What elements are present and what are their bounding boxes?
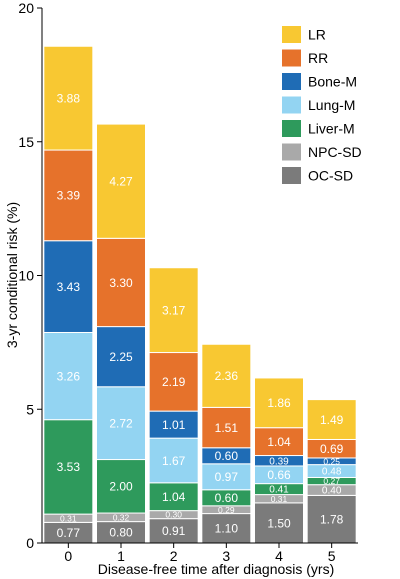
data-label-oc-sd-5: 1.78: [320, 513, 344, 527]
bar-segment-lung-m-1: [96, 386, 146, 461]
data-label-liver-m-5: 0.27: [323, 476, 340, 486]
data-label-oc-sd-1: 0.80: [109, 526, 133, 540]
legend-label-lr: LR: [308, 27, 326, 43]
data-label-oc-sd-4: 1.50: [267, 516, 291, 530]
axes-layer: 0 5 10 15 20 0 1 2 3 4 5: [18, 0, 358, 564]
bar-segment-lr-4: [254, 377, 304, 429]
legend-swatch-npc-sd: [282, 143, 301, 161]
bar-segment-liver-m-1: [96, 459, 146, 514]
legend-label-bone-m: Bone-M: [308, 74, 357, 90]
bar-segment-lr-5: [306, 399, 357, 440]
bar-segment-lr-3: [201, 343, 252, 408]
legend-label-rr: RR: [308, 50, 328, 66]
legend-label-liver-m: Liver-M: [308, 121, 355, 137]
data-label-npc-sd-0: 0.31: [60, 513, 77, 523]
data-label-lung-m-0: 3.26: [57, 369, 81, 383]
bar-segment-rr-1: [96, 237, 146, 328]
y-tick-label-10: 10: [18, 268, 34, 284]
data-label-npc-sd-1: 0.32: [113, 512, 130, 522]
bar-segment-rr-4: [254, 427, 304, 457]
bar-segment-oc-sd-5: [306, 494, 357, 544]
data-label-npc-sd-5: 0.40: [322, 486, 342, 497]
y-tick-label-0: 0: [26, 535, 34, 551]
legend-swatch-bone-m: [282, 73, 301, 90]
y-tick-label-5: 5: [26, 401, 34, 417]
data-label-liver-m-1: 2.00: [109, 480, 133, 494]
y-tick-label-15: 15: [18, 134, 34, 150]
data-label-lung-m-3: 0.97: [215, 470, 239, 484]
data-label-oc-sd-0: 0.77: [57, 526, 81, 540]
data-label-lung-m-5: 0.48: [322, 467, 342, 478]
data-label-oc-sd-3: 1.10: [215, 522, 239, 536]
data-label-liver-m-0: 3.53: [57, 460, 81, 474]
x-tick-label-2: 2: [170, 548, 178, 564]
data-label-lr-2: 3.17: [162, 303, 186, 317]
bar-segment-bone-m-1: [96, 326, 146, 388]
data-label-lung-m-1: 2.72: [109, 416, 133, 430]
data-label-bone-m-3: 0.60: [215, 449, 239, 463]
legend-swatch-oc-sd: [282, 167, 301, 184]
data-label-bone-m-4: 0.39: [269, 456, 289, 467]
bar-segment-lr-1: [96, 123, 146, 239]
legend-swatch-rr: [282, 49, 301, 67]
legend-label-oc-sd: OC-SD: [308, 168, 353, 184]
data-label-bone-m-5: 0.25: [323, 456, 340, 466]
x-tick-label-4: 4: [275, 548, 283, 564]
data-label-bone-m-2: 1.01: [162, 418, 186, 432]
bar-segment-liver-m-0: [43, 419, 94, 515]
data-label-npc-sd-2: 0.30: [165, 510, 182, 520]
legend-label-npc-sd: NPC-SD: [308, 144, 362, 160]
data-label-rr-0: 3.39: [57, 189, 81, 203]
data-label-liver-m-3: 0.60: [215, 491, 239, 505]
data-label-lr-1: 4.27: [109, 175, 133, 189]
legend-label-lung-m: Lung-M: [308, 97, 355, 113]
data-label-rr-2: 2.19: [162, 375, 186, 389]
bar-segment-lung-m-2: [148, 437, 199, 484]
data-label-lr-0: 3.88: [57, 91, 81, 105]
x-tick-label-3: 3: [222, 548, 230, 564]
bar-segment-liver-m-2: [148, 482, 199, 512]
y-axis-title: 3-yr conditional risk (%): [4, 202, 20, 348]
data-label-liver-m-4: 0.41: [269, 485, 289, 496]
data-label-lr-3: 2.36: [215, 369, 239, 383]
bars-layer: [43, 45, 357, 544]
bar-segment-oc-sd-2: [148, 518, 199, 544]
data-label-liver-m-2: 1.04: [162, 490, 186, 504]
legend-swatch-lr: [282, 26, 301, 43]
bar-segment-lr-0: [43, 45, 94, 151]
legend: LR RR Bone-M Lung-M Liver-M NPC-SD OC-SD: [282, 26, 362, 184]
data-label-rr-1: 3.30: [109, 276, 133, 290]
data-label-lung-m-4: 0.66: [267, 468, 291, 482]
bar-segment-rr-0: [43, 149, 94, 242]
data-label-lung-m-2: 1.67: [162, 454, 186, 468]
data-label-npc-sd-3: 0.29: [218, 505, 235, 515]
bar-segment-bone-m-0: [43, 240, 94, 333]
x-axis-title: Disease-free time after diagnosis (yrs): [98, 561, 335, 577]
data-label-rr-3: 1.51: [215, 421, 239, 435]
data-label-npc-sd-4: 0.31: [271, 494, 288, 504]
bar-segment-lr-2: [148, 267, 199, 354]
bar-segment-lung-m-0: [43, 331, 94, 421]
bar-segment-rr-2: [148, 352, 199, 412]
segment-labels-layer: 0.77 0.31 3.53 3.26 3.43 3.39 3.88 0.80 0.32 2.00…: [57, 91, 344, 540]
data-label-lr-4: 1.86: [267, 396, 291, 410]
legend-swatch-liver-m: [282, 120, 301, 137]
data-label-bone-m-1: 2.25: [109, 350, 133, 364]
data-label-rr-4: 1.04: [267, 435, 291, 449]
data-label-rr-5: 0.69: [320, 442, 344, 456]
data-label-oc-sd-2: 0.91: [162, 524, 186, 538]
bar-segment-lung-m-3: [201, 463, 252, 491]
x-tick-label-0: 0: [64, 548, 72, 564]
data-label-bone-m-0: 3.43: [57, 280, 81, 294]
y-tick-label-20: 20: [18, 0, 34, 16]
x-tick-label-5: 5: [328, 548, 336, 564]
data-label-lr-5: 1.49: [320, 413, 344, 427]
x-tick-label-1: 1: [117, 548, 125, 564]
legend-swatch-lung-m: [282, 96, 301, 114]
